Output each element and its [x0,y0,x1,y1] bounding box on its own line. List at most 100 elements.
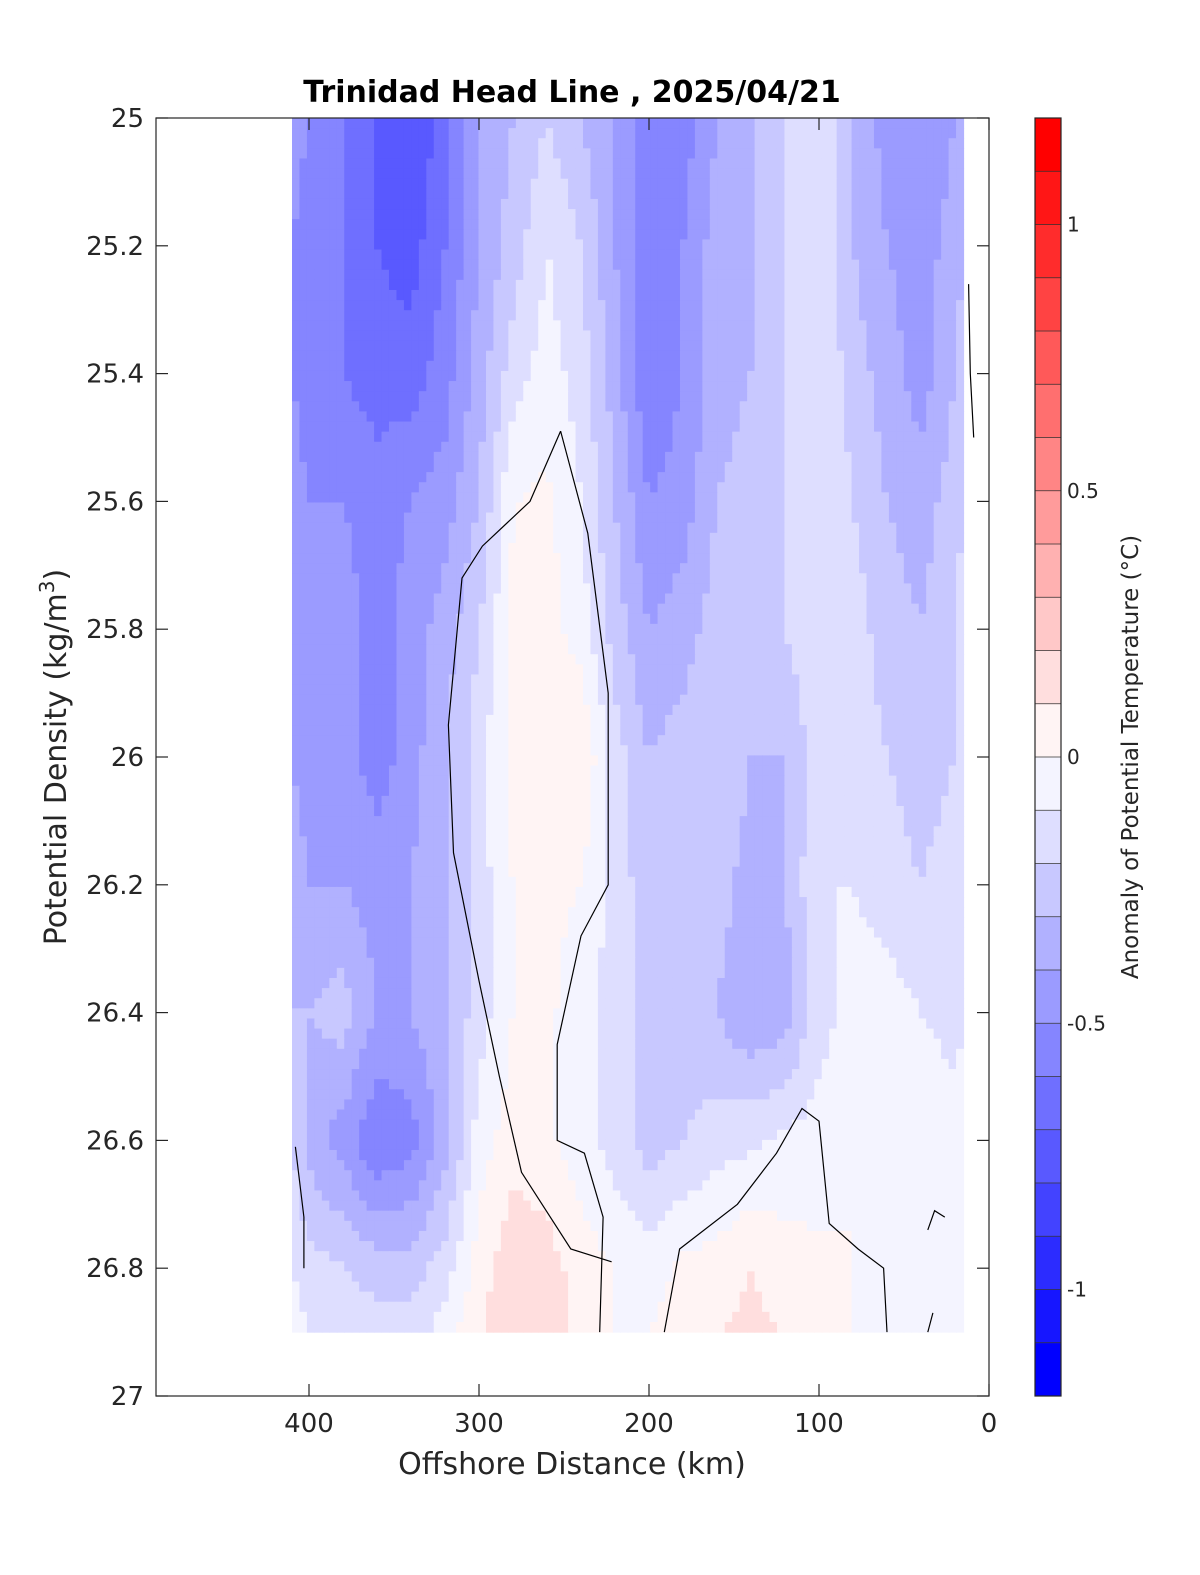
heatmap-cell [926,381,935,392]
heatmap-cell [941,188,950,200]
heatmap-cell [508,320,517,332]
heatmap-cell [605,593,614,605]
heatmap-cell [344,370,353,382]
heatmap-cell [590,188,599,200]
heatmap-cell [515,239,524,251]
heatmap-cell [941,340,950,352]
heatmap-cell [292,583,301,595]
heatmap-cell [896,340,905,352]
heatmap-cell [717,421,726,433]
heatmap-cell [582,411,592,423]
heatmap-cell [545,512,554,524]
heatmap-cell [918,522,927,534]
heatmap-cell [642,472,651,483]
heatmap-cell [627,573,636,585]
heatmap-cell [463,654,472,665]
heatmap-cell [829,633,838,645]
heatmap-cell [635,239,644,251]
heatmap-cell [747,593,756,605]
heatmap-cell [456,259,465,271]
heatmap-cell [403,340,412,352]
heatmap-cell [672,583,681,595]
heatmap-cell [941,178,950,190]
heatmap-cell [508,290,517,301]
heatmap-cell [538,441,547,453]
heatmap-cell [381,664,390,676]
heatmap-cell [441,613,450,625]
heatmap-cell [515,330,524,342]
heatmap-cell [829,138,838,149]
heatmap-cell [575,603,584,615]
heatmap-cell [575,553,584,564]
heatmap-cell [448,573,457,585]
heatmap-cell [560,401,569,413]
heatmap-cell [597,553,606,564]
heatmap-cell [687,431,696,443]
heatmap-cell [941,168,950,180]
heatmap-cell [545,209,554,220]
heatmap-cell [672,553,681,564]
heatmap-cell [448,583,457,595]
heatmap-cell [456,178,465,190]
heatmap-cell [381,613,390,625]
heatmap-cell [448,451,457,463]
heatmap-cell [508,158,517,170]
heatmap-cell [292,350,301,362]
heatmap-cell [769,492,778,504]
heatmap-cell [717,340,726,352]
heatmap-cell [702,340,711,352]
heatmap-cell [747,300,756,311]
heatmap-cell [732,198,741,210]
heatmap-cell [500,320,509,332]
heatmap-cell [508,553,517,564]
heatmap-cell [911,502,920,514]
heatmap-cell [374,502,383,514]
heatmap-cell [956,654,965,665]
heatmap-cell [896,219,905,230]
heatmap-cell [560,168,569,180]
heatmap-cell [702,401,711,413]
heatmap-cell [612,431,621,443]
heatmap-cell [314,188,323,200]
heatmap-cell [314,401,323,413]
heatmap-cell [321,553,330,564]
heatmap-cell [814,492,823,504]
heatmap-cell [463,401,472,413]
heatmap-cell [724,522,733,534]
heatmap-cell [784,553,793,564]
heatmap-cell [762,451,771,463]
heatmap-cell [344,411,353,423]
heatmap-cell [582,138,592,149]
heatmap-cell [896,573,905,585]
heatmap-cell [321,674,330,686]
heatmap-cell [433,229,442,241]
heatmap-cell [515,502,524,514]
heatmap-cell [888,229,897,241]
heatmap-cell [679,118,689,129]
heatmap-cell [500,492,509,504]
heatmap-cell [560,209,569,220]
heatmap-cell [829,178,838,190]
heatmap-cell [821,158,830,170]
heatmap-cell [933,451,942,463]
heatmap-cell [717,209,726,220]
heatmap-cell [351,209,360,220]
heatmap-cell [836,654,845,665]
heatmap-cell [471,290,480,301]
heatmap-cell [508,623,517,635]
heatmap-cell [709,178,718,190]
heatmap-cell [590,492,599,504]
heatmap-cell [859,259,868,271]
heatmap-cell [448,654,457,665]
heatmap-cell [903,462,912,473]
heatmap-cell [903,310,912,321]
heatmap-cell [635,593,644,605]
heatmap-cell [776,259,786,271]
heatmap-cell [635,350,644,362]
heatmap-cell [687,249,696,261]
heatmap-cell [560,542,569,554]
heatmap-cell [844,370,853,382]
heatmap-cell [844,623,853,635]
heatmap-cell [374,158,383,170]
heatmap-cell [545,320,554,332]
